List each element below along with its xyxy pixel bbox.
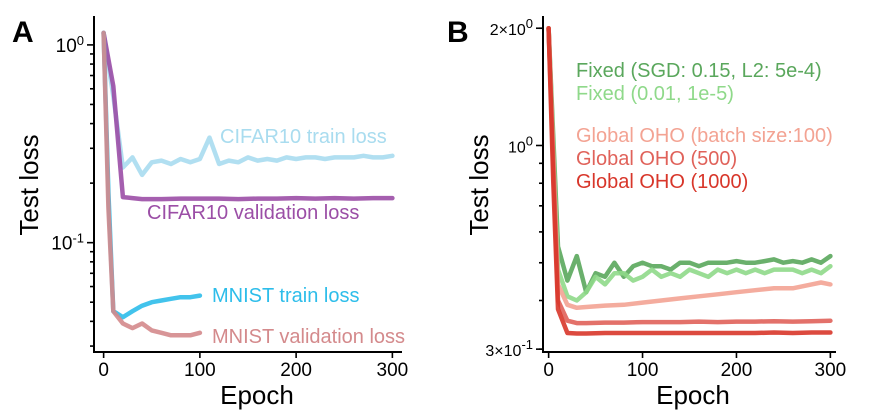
panel-a-series-line-2: [101, 30, 395, 202]
panel-b-series-group: [546, 25, 833, 336]
panel-a-series-label-3: MNIST train loss: [212, 285, 359, 307]
panel-a-series-line-3: [101, 30, 203, 320]
panel-b-y-tick-label-1: 2×100: [490, 16, 533, 40]
panel-b-series-line-2: [546, 25, 833, 303]
panel-a-x-tick-label-3: 200: [280, 360, 312, 381]
panel-b-x-tick-label-1: 0: [543, 360, 554, 381]
panel-a-x-axis-title: Epoch: [220, 380, 294, 410]
panel-b-y-tick-label-3: 3×10-1: [485, 337, 533, 361]
panel-a-x-tick-label-4: 300: [377, 360, 409, 381]
panel-b-series-label-1: Fixed (SGD: 0.15, L2: 5e-4): [576, 60, 822, 82]
panel-a-y-tick-label-1: 100: [56, 32, 84, 57]
panel-b-series-label-4: Global OHO (500): [576, 148, 737, 170]
panel-a-series-line-4: [101, 30, 203, 338]
panel-b-series-line-4: [546, 25, 833, 326]
panel-a: A 0 100 200 300 100 10-1 Epoch Test loss CIFA…: [12, 16, 408, 410]
panel-b-series-label-5: Global OHO (1000): [576, 171, 748, 193]
panel-b-annotations: Fixed (SGD: 0.15, L2: 5e-4)Fixed (0.01, …: [576, 60, 833, 193]
panel-b-series-line-3: [546, 25, 833, 311]
panel-a-y-axis-title: Test loss: [14, 134, 44, 235]
panel-b-axes: 0 100 200 300 2×100 100 3×10-1: [485, 16, 846, 381]
panel-a-x-tick-label-2: 100: [184, 360, 216, 381]
panel-a-series-label-4: MNIST validation loss: [212, 326, 405, 348]
panel-a-series-label-1: CIFAR10 train loss: [220, 126, 387, 148]
panel-b-series-line-1: [546, 25, 833, 295]
panel-b-x-axis-title: Epoch: [656, 380, 730, 410]
panel-a-y-tick-label-2: 10-1: [51, 230, 84, 255]
panel-b-series-label-2: Fixed (0.01, 1e-5): [576, 83, 734, 105]
panel-a-series-label-2: CIFAR10 validation loss: [147, 202, 359, 224]
panel-b: B 0 100 200 300 2×100 100 3×10-1 Epoch Test lo…: [447, 16, 846, 410]
panel-b-series-line-5: [546, 25, 833, 336]
panel-a-x-tick-label-1: 0: [98, 360, 109, 381]
panel-a-letter: A: [12, 16, 34, 49]
panel-b-y-tick-label-2: 100: [508, 133, 533, 157]
panel-a-series-line-1: [101, 30, 395, 178]
panel-b-y-axis-title: Test loss: [464, 134, 494, 235]
panel-b-series-label-3: Global OHO (batch size:100): [576, 125, 833, 147]
panel-a-annotations: CIFAR10 train loss CIFAR10 validation los…: [147, 126, 405, 348]
panel-b-x-tick-label-2: 100: [627, 360, 659, 381]
panel-a-axes: 0 100 200 300 100 10-1: [51, 16, 408, 381]
panel-b-x-tick-label-3: 200: [721, 360, 753, 381]
panel-b-x-tick-label-4: 300: [815, 360, 847, 381]
panel-b-letter: B: [447, 16, 469, 49]
panel-a-series-group: [101, 30, 395, 338]
